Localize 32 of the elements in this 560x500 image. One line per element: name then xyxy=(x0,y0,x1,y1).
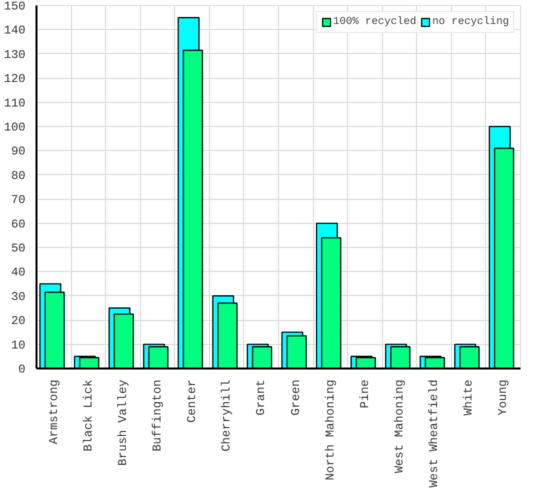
x-tick-label: Green xyxy=(288,379,303,416)
y-tick-label: 140 xyxy=(4,24,26,38)
legend-label: 100% recycled xyxy=(333,16,416,28)
x-tick-label: Buffington xyxy=(150,379,164,452)
x-tick-label: Brush Valley xyxy=(116,379,130,466)
y-tick-label: 150 xyxy=(4,0,26,14)
x-tick-label: White xyxy=(462,379,476,416)
x-tick-label: Grant xyxy=(254,379,268,416)
x-tick-label: West Wheatfield xyxy=(427,379,442,488)
y-tick-label: 20 xyxy=(11,314,26,328)
y-tick-label: 90 xyxy=(11,144,26,159)
y-tick-label: 120 xyxy=(4,72,26,86)
y-tick-label: 70 xyxy=(11,193,26,208)
y-tick-label: 30 xyxy=(11,290,26,304)
y-tick-label: 130 xyxy=(4,48,26,62)
y-tick-label: 110 xyxy=(4,96,26,110)
x-tick-label: Pine xyxy=(358,379,372,408)
x-tick-label: West Mahoning xyxy=(392,379,406,474)
legend-label: no recycling xyxy=(432,16,509,28)
y-tick-label: 60 xyxy=(11,217,26,232)
x-tick-label: Center xyxy=(185,379,200,423)
x-tick-label: Cherryhill xyxy=(220,379,234,452)
y-tick-label: 100 xyxy=(4,120,26,134)
y-tick-label: 10 xyxy=(11,338,26,352)
x-tick-label: Armstrong xyxy=(46,380,61,444)
x-tick-label: Black Lick xyxy=(81,379,96,452)
x-tick-label: Young xyxy=(496,379,510,416)
x-tick-label: North Mahoning xyxy=(323,379,338,480)
y-tick-label: 50 xyxy=(11,242,26,256)
y-tick-label: 40 xyxy=(11,266,26,280)
y-tick-label: 80 xyxy=(11,168,26,183)
y-tick-label: 0 xyxy=(18,362,26,376)
